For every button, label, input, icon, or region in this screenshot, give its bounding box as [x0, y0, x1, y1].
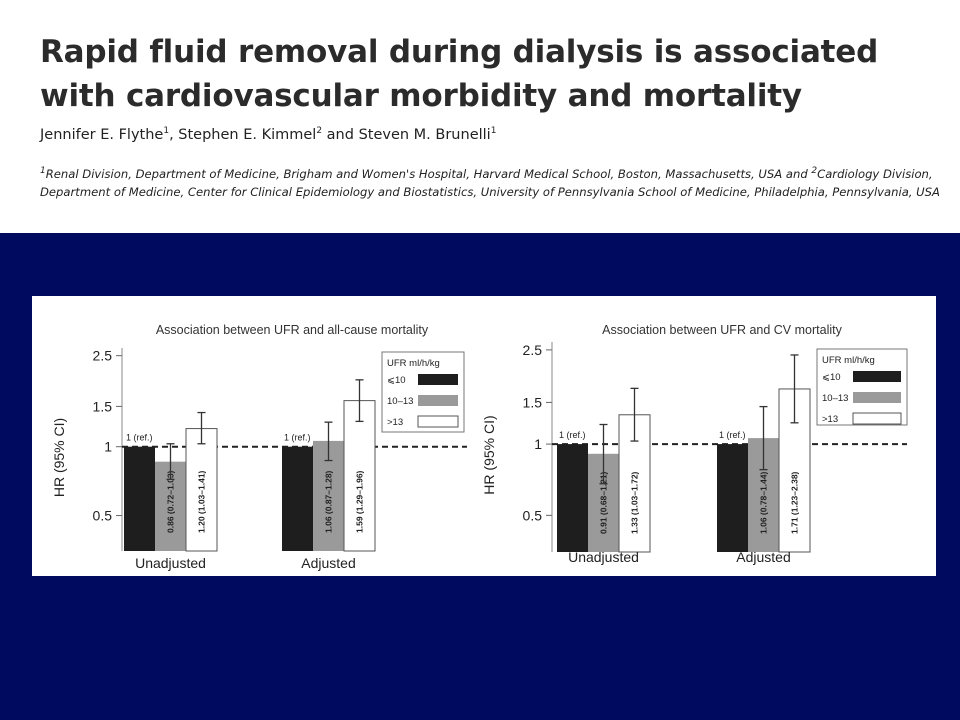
paper-header: Rapid fluid removal during dialysis is a… — [0, 0, 960, 233]
legend-label: ⩽10 — [387, 375, 406, 386]
y-tick-label: 1 — [534, 436, 542, 452]
author-separator: and — [322, 126, 359, 143]
bar-1 — [282, 446, 313, 551]
y-axis-label: HR (95% CI) — [481, 415, 497, 494]
y-tick-label: 2.5 — [523, 342, 543, 358]
bar-value-label: 1.33 (1.03–1.72) — [630, 471, 640, 534]
bar-value-label: 1.20 (1.03–1.41) — [197, 470, 207, 533]
paper-title: Rapid fluid removal during dialysis is a… — [40, 34, 879, 114]
hazard-ratio-charts: Association between UFR and all-cause mo… — [51, 323, 908, 571]
bar-1 — [124, 446, 155, 551]
legend-swatch — [853, 371, 901, 382]
affiliation-mark: 2 — [811, 166, 818, 176]
author-separator: , — [169, 126, 179, 143]
author-affiliation-mark: 1 — [490, 126, 497, 136]
chart-title: Association between UFR and CV mortality — [602, 323, 842, 337]
y-tick-label: 1 — [104, 439, 112, 455]
bar-value-label: 1.06 (0.87–1.28) — [324, 470, 334, 533]
bar-value-label: 0.86 (0.72–1.03) — [166, 470, 176, 533]
ref-label: 1 (ref.) — [126, 433, 153, 443]
affiliations: 1Renal Division, Department of Medicine,… — [40, 162, 945, 201]
legend-label: 10–13 — [822, 393, 848, 404]
x-category-label: Adjusted — [736, 549, 790, 565]
bar-value-label: 1.59 (1.29–1.96) — [355, 470, 365, 533]
bar-1 — [557, 444, 588, 552]
y-tick-label: 0.5 — [93, 508, 113, 524]
legend-box — [816, 348, 908, 426]
legend-swatch — [852, 412, 902, 425]
legend-swatch — [418, 395, 458, 406]
chart-2: Association between UFR and CV mortality… — [481, 323, 908, 565]
affiliation-text: Renal Division, Department of Medicine, … — [45, 166, 812, 181]
chart-title: Association between UFR and all-cause mo… — [156, 323, 429, 337]
author-affiliation-mark: 2 — [316, 126, 323, 136]
bar-value-label: 1.71 (1.23–2.38) — [790, 471, 800, 534]
y-tick-label: 1.5 — [93, 398, 113, 414]
ref-label: 1 (ref.) — [559, 430, 586, 440]
affiliation-mark: 1 — [40, 166, 46, 176]
y-axis-label: HR (95% CI) — [51, 418, 67, 497]
y-tick-label: 2.5 — [93, 348, 113, 364]
x-category-label: Unadjusted — [568, 549, 639, 565]
author-list: Jennifer E. Flythe1, Stephen E. Kimmel2 … — [40, 126, 496, 143]
bar-1 — [717, 444, 748, 552]
author-affiliation-mark: 1 — [163, 126, 170, 136]
legend-label: 10–13 — [387, 396, 413, 407]
legend-swatch — [418, 374, 458, 385]
legend-swatch — [853, 392, 901, 403]
ref-label: 1 (ref.) — [719, 430, 746, 440]
legend-title: UFR ml/h/kg — [822, 355, 875, 366]
bar-value-label: 0.91 (0.68–1.21) — [599, 471, 609, 534]
ref-label: 1 (ref.) — [284, 433, 311, 443]
legend-label: ⩽10 — [822, 372, 841, 383]
figure-panel: Association between UFR and all-cause mo… — [32, 296, 936, 576]
chart-1: Association between UFR and all-cause mo… — [51, 323, 467, 571]
legend-label: >13 — [822, 414, 838, 425]
author-name: Jennifer E. Flythe — [40, 126, 164, 143]
x-category-label: Unadjusted — [135, 555, 206, 571]
x-category-label: Adjusted — [301, 555, 355, 571]
bar-value-label: 1.06 (0.78–1.44) — [759, 471, 769, 534]
y-tick-label: 1.5 — [523, 394, 543, 410]
legend-label: >13 — [387, 417, 403, 428]
legend-title: UFR ml/h/kg — [387, 358, 440, 369]
affiliation-text: Cardiology Division, Department of Medic… — [40, 166, 940, 199]
author-name: Stephen E. Kimmel — [178, 126, 317, 143]
author-name: Steven M. Brunelli — [358, 126, 491, 143]
legend-swatch — [417, 415, 459, 428]
y-tick-label: 0.5 — [523, 507, 543, 523]
